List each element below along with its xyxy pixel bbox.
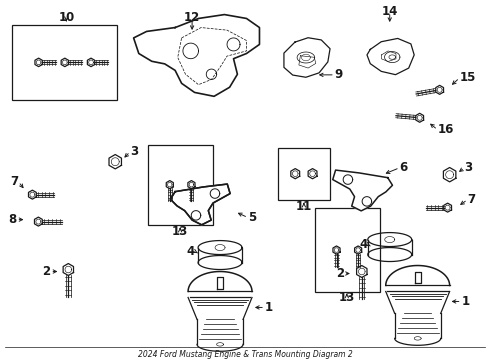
Text: 13: 13 xyxy=(339,291,355,304)
Bar xyxy=(12,25,117,100)
Text: 16: 16 xyxy=(438,123,454,136)
Text: 14: 14 xyxy=(382,5,398,18)
Text: 5: 5 xyxy=(248,211,256,224)
Text: 6: 6 xyxy=(400,161,408,174)
Bar xyxy=(148,145,213,225)
Text: 2: 2 xyxy=(42,265,50,278)
Text: 2024 Ford Mustang Engine & Trans Mounting Diagram 2: 2024 Ford Mustang Engine & Trans Mountin… xyxy=(138,350,352,359)
Text: 2: 2 xyxy=(336,267,344,280)
Text: 7: 7 xyxy=(10,175,19,188)
Text: 7: 7 xyxy=(467,193,476,206)
Text: 3: 3 xyxy=(130,145,138,158)
Bar xyxy=(315,208,380,292)
Polygon shape xyxy=(333,170,392,211)
Text: 15: 15 xyxy=(460,71,476,84)
Text: 4: 4 xyxy=(187,245,195,258)
Text: 1: 1 xyxy=(265,301,273,314)
Text: 11: 11 xyxy=(296,200,312,213)
Text: 4: 4 xyxy=(360,238,368,251)
Bar xyxy=(278,148,330,200)
Text: 1: 1 xyxy=(462,295,470,308)
Text: 9: 9 xyxy=(335,68,343,81)
Text: 8: 8 xyxy=(8,213,16,226)
Polygon shape xyxy=(171,184,230,225)
Text: 13: 13 xyxy=(172,225,188,238)
Text: 3: 3 xyxy=(465,161,473,174)
Text: 12: 12 xyxy=(184,12,200,24)
Text: 10: 10 xyxy=(58,12,74,24)
